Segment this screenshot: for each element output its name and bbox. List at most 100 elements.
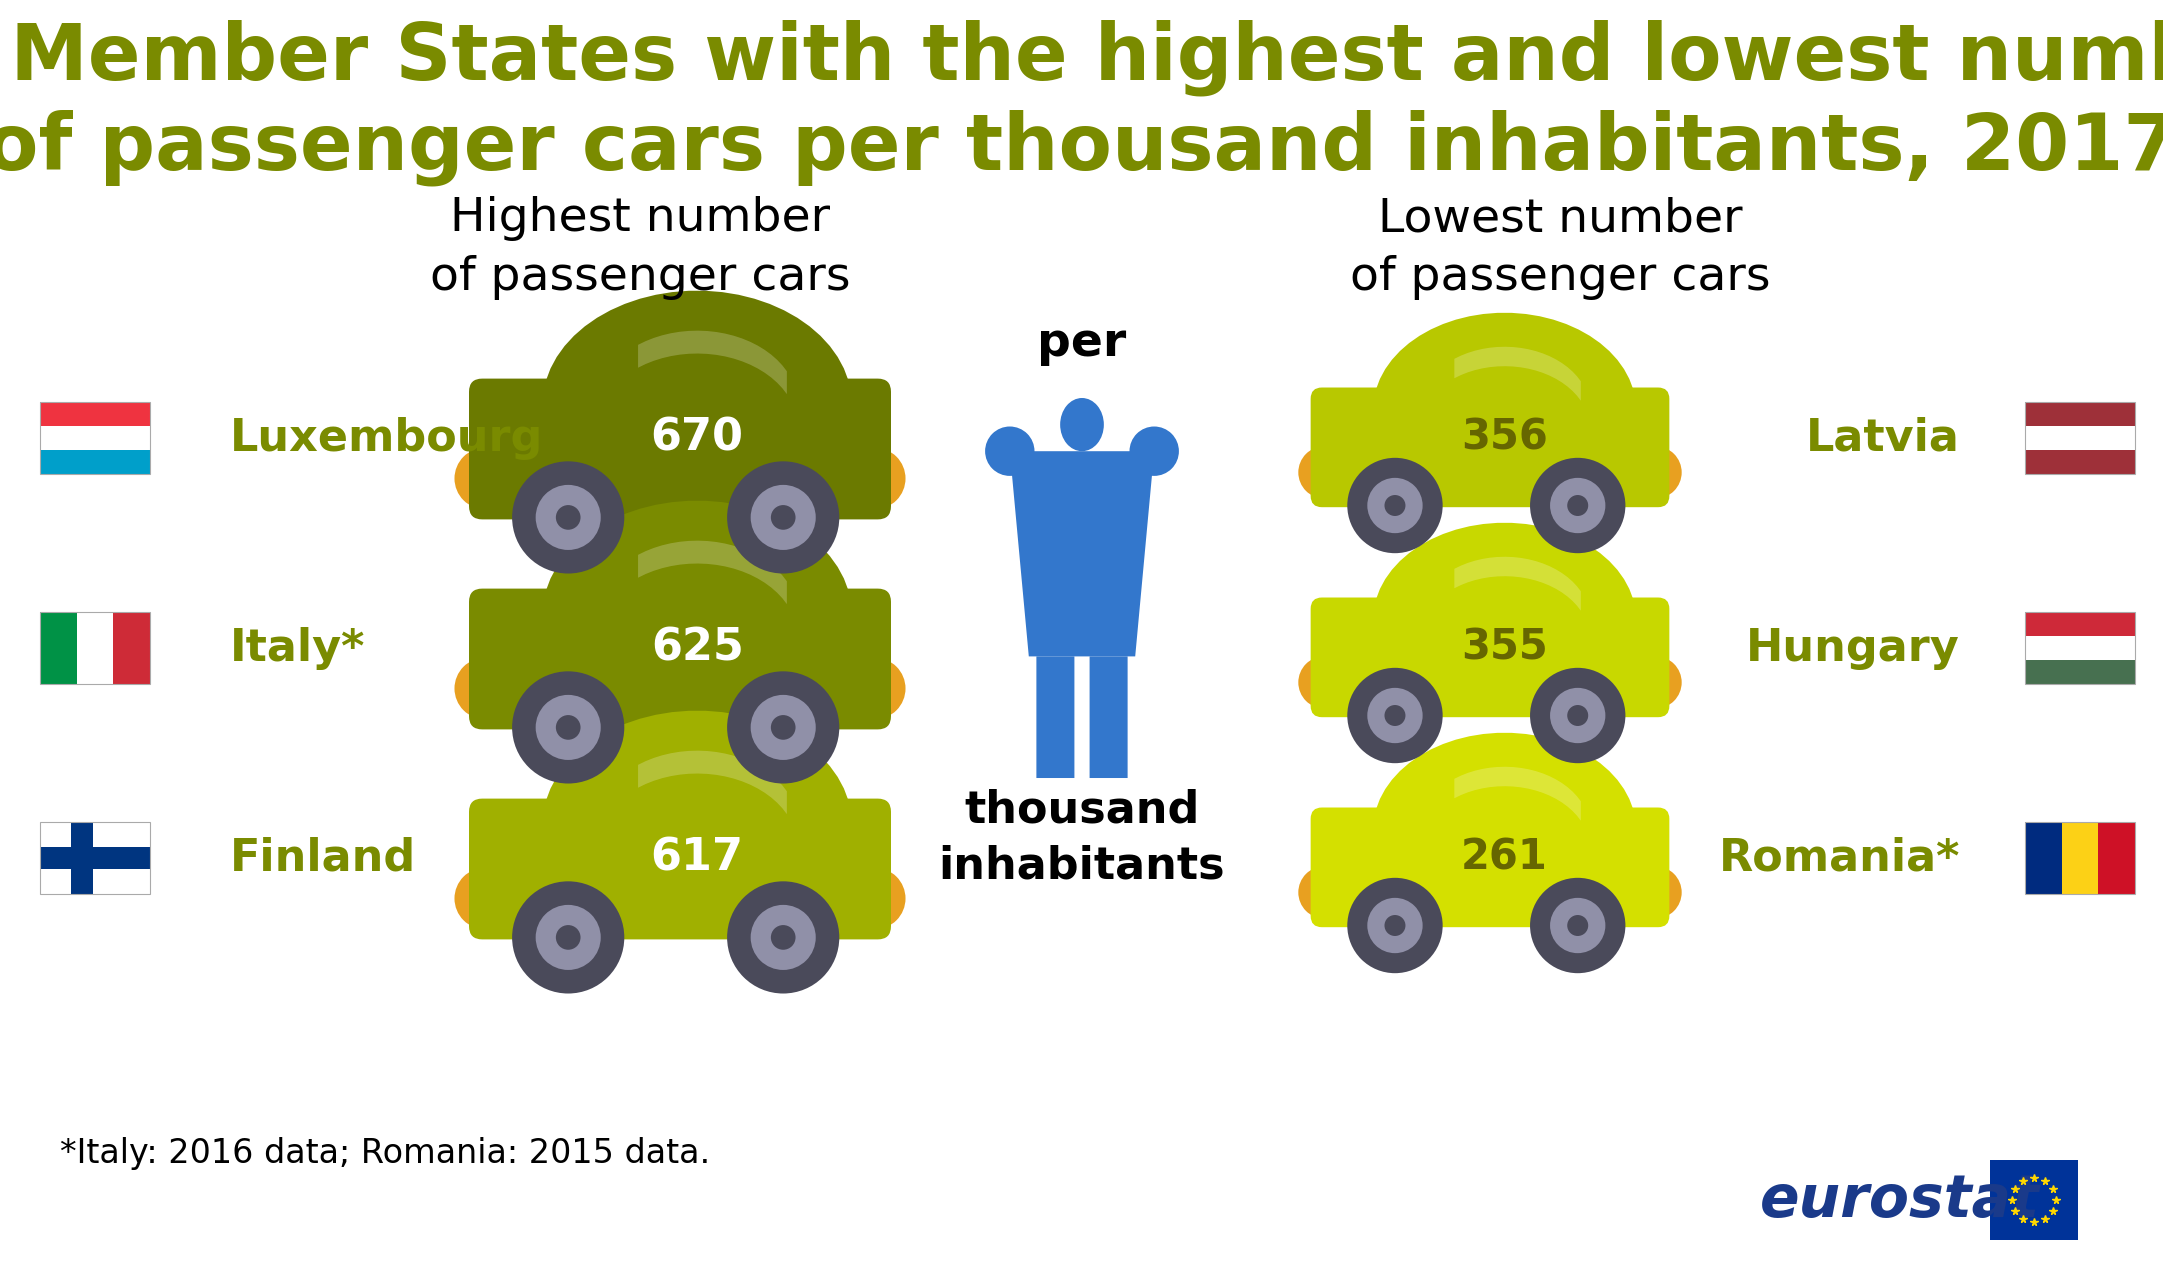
Circle shape	[536, 695, 601, 760]
FancyBboxPatch shape	[1311, 597, 1670, 718]
Circle shape	[751, 695, 815, 760]
Circle shape	[556, 715, 580, 739]
Circle shape	[556, 505, 580, 530]
Circle shape	[454, 658, 517, 719]
Bar	[39, 402, 149, 426]
Circle shape	[1551, 687, 1605, 743]
Text: EU Member States with the highest and lowest number: EU Member States with the highest and lo…	[0, 20, 2163, 96]
Text: Luxembourg: Luxembourg	[229, 416, 543, 459]
Text: thousand
inhabitants: thousand inhabitants	[939, 789, 1224, 888]
Circle shape	[770, 926, 796, 950]
Bar	[2025, 822, 2135, 894]
Circle shape	[513, 881, 625, 994]
Polygon shape	[1374, 522, 1635, 620]
Circle shape	[454, 867, 517, 929]
Bar	[2025, 822, 2061, 894]
Text: of passenger cars per thousand inhabitants, 2017: of passenger cars per thousand inhabitan…	[0, 110, 2163, 186]
Text: Finland: Finland	[229, 837, 415, 880]
Circle shape	[844, 867, 906, 929]
Circle shape	[1298, 866, 1350, 918]
Bar	[76, 612, 112, 683]
Circle shape	[1529, 458, 1624, 553]
Text: 670: 670	[651, 416, 744, 459]
Bar	[39, 402, 149, 474]
Circle shape	[1568, 705, 1588, 727]
Bar	[2025, 450, 2135, 474]
Circle shape	[1384, 495, 1406, 516]
Text: eurostat: eurostat	[1761, 1172, 2040, 1229]
Circle shape	[1568, 915, 1588, 936]
Bar	[112, 612, 149, 683]
Circle shape	[1551, 478, 1605, 533]
Bar	[39, 847, 149, 869]
Circle shape	[513, 462, 625, 573]
FancyBboxPatch shape	[1036, 657, 1075, 779]
Circle shape	[727, 881, 839, 994]
Polygon shape	[1374, 313, 1635, 410]
Text: per: per	[1038, 321, 1127, 365]
Bar	[2025, 426, 2135, 450]
Circle shape	[727, 671, 839, 784]
Circle shape	[1367, 898, 1423, 954]
Polygon shape	[638, 751, 787, 814]
Circle shape	[536, 484, 601, 550]
Bar	[2061, 822, 2098, 894]
Circle shape	[1348, 668, 1443, 763]
Bar	[2025, 637, 2135, 661]
Text: Highest number
of passenger cars: Highest number of passenger cars	[430, 197, 850, 301]
Polygon shape	[638, 540, 787, 604]
Circle shape	[1367, 687, 1423, 743]
Polygon shape	[543, 711, 852, 825]
Bar	[39, 822, 149, 894]
Bar	[71, 822, 93, 894]
Circle shape	[751, 905, 815, 970]
Bar	[2098, 822, 2135, 894]
Polygon shape	[1010, 451, 1155, 657]
Circle shape	[536, 905, 601, 970]
FancyBboxPatch shape	[469, 379, 891, 520]
Circle shape	[844, 658, 906, 719]
Circle shape	[844, 448, 906, 510]
Bar	[2025, 402, 2135, 426]
Polygon shape	[543, 501, 852, 615]
Bar	[39, 612, 76, 683]
FancyBboxPatch shape	[1311, 388, 1670, 507]
Circle shape	[1529, 877, 1624, 974]
FancyBboxPatch shape	[1311, 808, 1670, 927]
Text: 356: 356	[1462, 417, 1549, 459]
Bar	[39, 450, 149, 474]
Bar	[2025, 612, 2135, 683]
Circle shape	[513, 671, 625, 784]
Circle shape	[751, 484, 815, 550]
Circle shape	[770, 505, 796, 530]
Circle shape	[1298, 446, 1350, 498]
Circle shape	[1348, 877, 1443, 974]
Text: 355: 355	[1462, 626, 1549, 670]
FancyBboxPatch shape	[469, 799, 891, 940]
Text: 625: 625	[651, 626, 744, 670]
Circle shape	[1129, 426, 1179, 476]
Polygon shape	[1454, 767, 1581, 820]
Circle shape	[727, 462, 839, 573]
Circle shape	[984, 426, 1034, 476]
Circle shape	[1629, 866, 1681, 918]
FancyBboxPatch shape	[1090, 657, 1127, 779]
Polygon shape	[543, 290, 852, 404]
Bar	[2025, 661, 2135, 683]
Circle shape	[1629, 446, 1681, 498]
Circle shape	[770, 715, 796, 739]
Circle shape	[1384, 915, 1406, 936]
Text: Romania*: Romania*	[1720, 837, 1960, 880]
Polygon shape	[1374, 733, 1635, 831]
Bar	[1990, 1160, 2079, 1240]
Circle shape	[1367, 478, 1423, 533]
Polygon shape	[1454, 346, 1581, 401]
Bar	[39, 612, 149, 683]
Circle shape	[1384, 705, 1406, 727]
Circle shape	[1629, 657, 1681, 709]
Text: Hungary: Hungary	[1746, 626, 1960, 670]
FancyBboxPatch shape	[469, 588, 891, 729]
Circle shape	[556, 926, 580, 950]
Text: Italy*: Italy*	[229, 626, 366, 670]
Bar	[39, 426, 149, 450]
